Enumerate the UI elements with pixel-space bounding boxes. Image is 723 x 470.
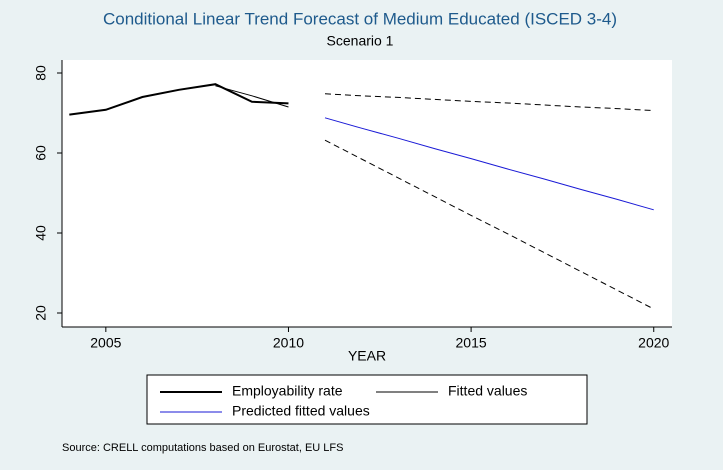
series-line [324,93,654,112]
y-tick-label: 60 [33,145,49,161]
plot-area [62,60,672,327]
x-tick-label: 2010 [273,335,304,351]
x-axis-label: YEAR [348,348,386,364]
x-tick-label: 2015 [456,335,487,351]
y-tick-label: 40 [33,225,49,241]
series-line [324,139,654,310]
legend-label: Employability rate [232,383,343,399]
legend [146,374,588,425]
chart-subtitle: Scenario 1 [327,33,394,49]
source-note: Source: CRELL computations based on Euro… [62,442,343,454]
series-line [69,83,289,116]
chart-title: Conditional Linear Trend Forecast of Med… [103,9,617,28]
legend-label: Fitted values [448,383,527,399]
y-tick-label: 80 [33,65,49,81]
series-line [215,85,289,108]
legend-label: Predicted fitted values [232,403,370,419]
x-tick-label: 2005 [90,335,121,351]
series-line [324,117,654,211]
x-tick-label: 2020 [638,335,669,351]
y-tick-label: 20 [33,305,49,321]
